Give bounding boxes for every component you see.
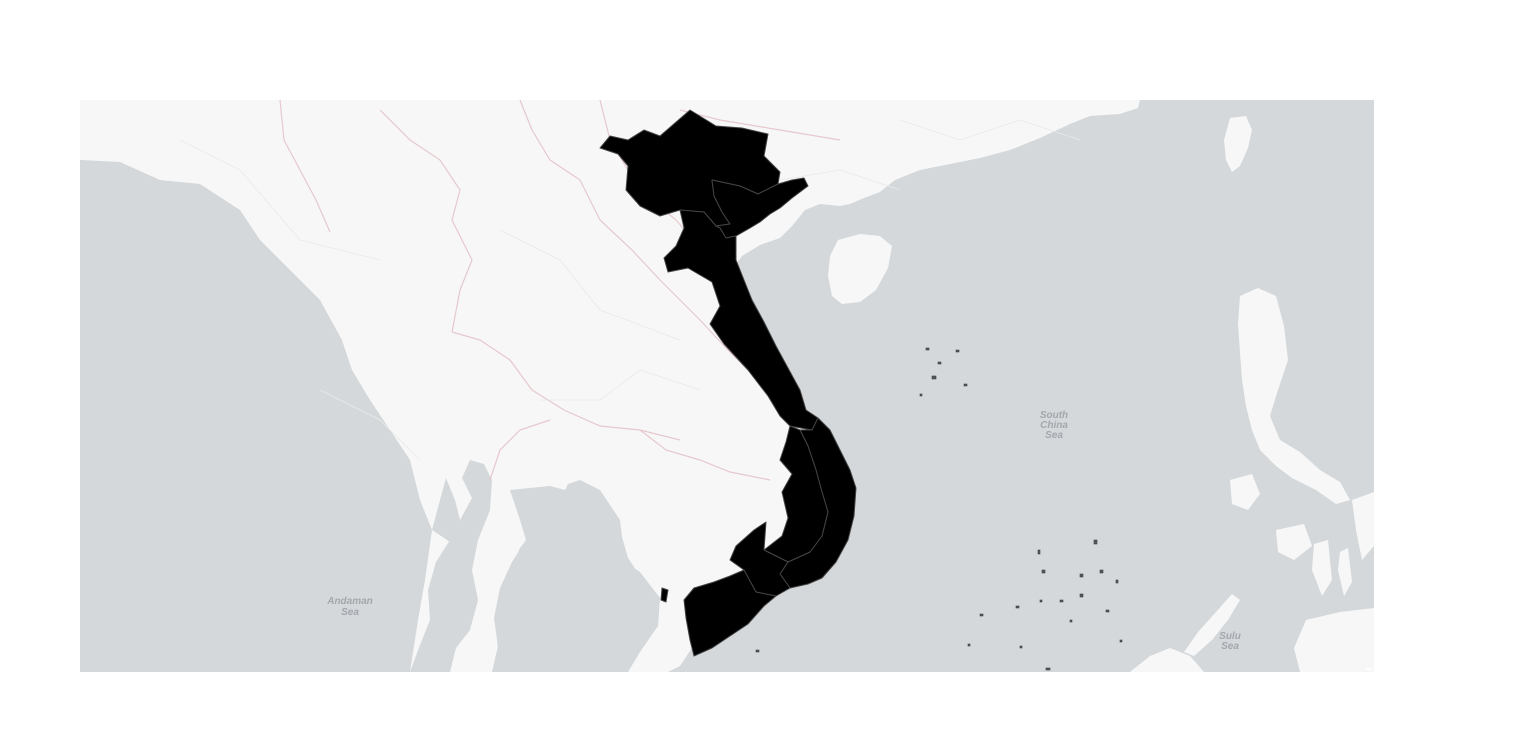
region-mekong-delta-island[interactable]: [660, 587, 669, 603]
map-canvas[interactable]: Andaman Sea South China Sea Sulu Sea: [80, 100, 1374, 672]
map-attribution[interactable]: [1366, 668, 1372, 670]
label-andaman-sea: Andaman Sea: [326, 596, 373, 618]
label-sulu-sea: Sulu Sea: [1219, 631, 1241, 652]
borneo: [1130, 648, 1204, 672]
andaman-sea: [80, 160, 460, 672]
mindoro-island: [1230, 474, 1260, 510]
offshore-islets: [755, 347, 1123, 671]
taiwan-island: [1224, 116, 1252, 172]
province-borders: [179, 119, 1081, 461]
gulf-of-thailand: [492, 486, 658, 672]
palawan-island: [1184, 594, 1240, 656]
negros-island: [1312, 540, 1332, 596]
colorbar-gradient: [1410, 134, 1440, 662]
region-red-river-delta[interactable]: [711, 177, 809, 239]
cebu-island: [1338, 548, 1352, 596]
samar-leyte: [1352, 492, 1374, 560]
sea-labels: Andaman Sea South China Sea Sulu Sea: [326, 410, 1241, 652]
luzon-island: [1238, 288, 1350, 504]
hainan-island: [828, 234, 892, 304]
mindanao-island: [1294, 608, 1374, 672]
label-south-china-sea: South China Sea: [1040, 410, 1068, 441]
vietnam-regions: [599, 109, 857, 657]
colorbar: [1410, 134, 1440, 662]
basemap-svg[interactable]: Andaman Sea South China Sea Sulu Sea: [80, 100, 1374, 672]
panay-island: [1276, 524, 1312, 560]
region-mekong-delta[interactable]: [683, 569, 777, 657]
